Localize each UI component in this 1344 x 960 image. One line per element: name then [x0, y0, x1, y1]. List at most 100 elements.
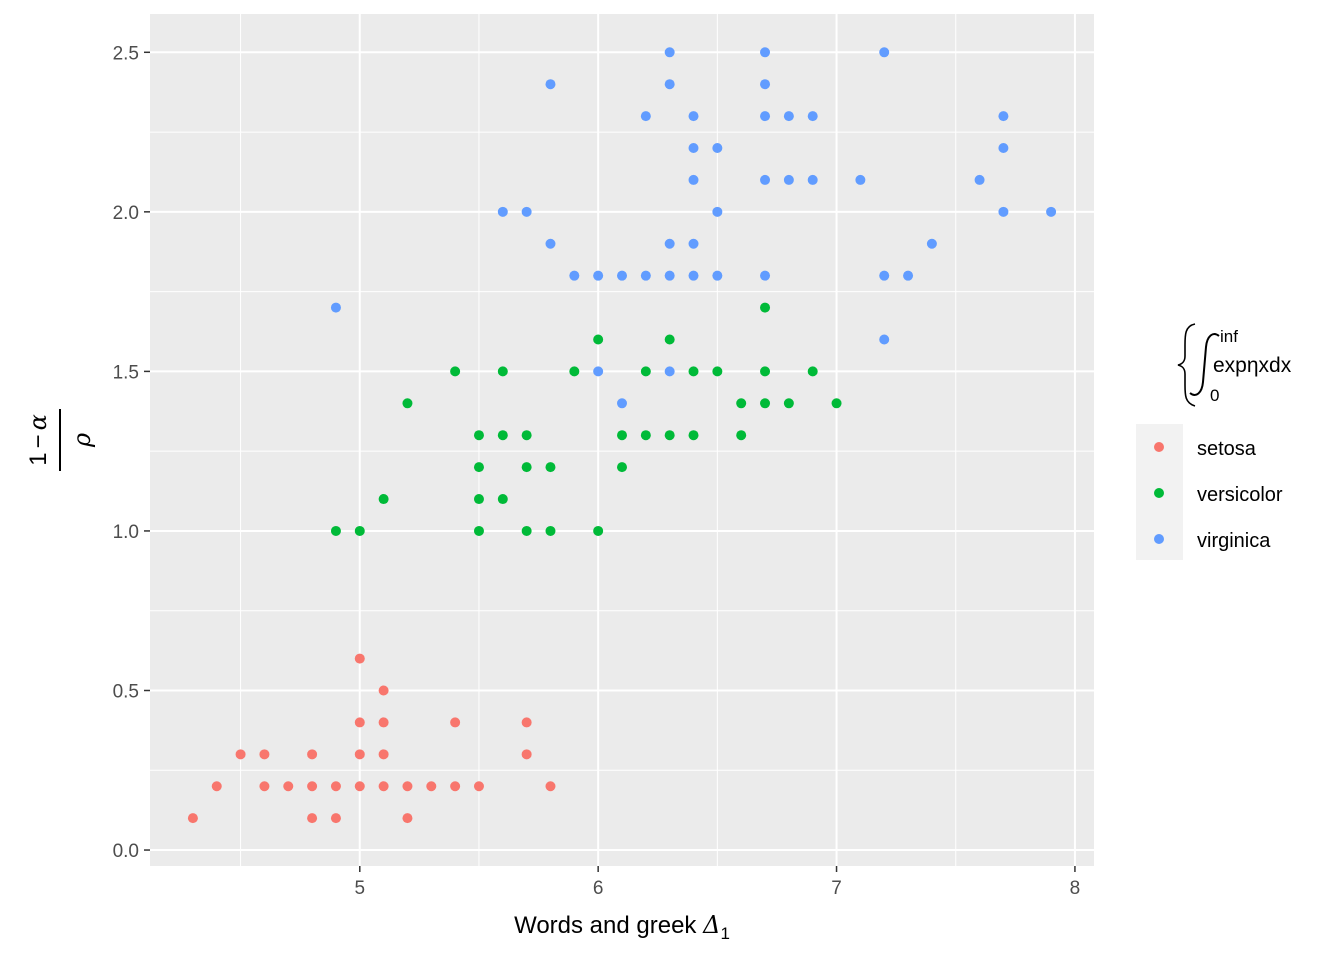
- data-point-virginica: [974, 174, 985, 185]
- data-point-virginica: [545, 238, 556, 249]
- y-axis-title: 1 − α ρ: [24, 409, 96, 471]
- data-point-setosa: [402, 813, 413, 824]
- data-point-virginica: [617, 398, 627, 409]
- legend-title-body: expηxdx: [1213, 354, 1292, 377]
- data-point-versicolor: [760, 366, 771, 377]
- data-point-versicolor: [593, 334, 604, 345]
- data-point-versicolor: [473, 525, 484, 536]
- data-point-setosa: [235, 749, 246, 760]
- data-point-setosa: [378, 781, 389, 792]
- data-point-virginica: [760, 270, 771, 281]
- y-tick-label: 2.0: [113, 203, 139, 224]
- data-point-setosa: [211, 781, 222, 792]
- data-point-setosa: [402, 781, 413, 792]
- data-point-versicolor: [473, 462, 484, 473]
- data-point-setosa: [426, 781, 437, 792]
- data-point-versicolor: [760, 398, 771, 409]
- data-point-virginica: [807, 174, 818, 185]
- data-point-setosa: [378, 749, 389, 760]
- data-point-versicolor: [450, 366, 461, 377]
- data-point-virginica: [617, 270, 627, 281]
- data-point-setosa: [283, 781, 294, 792]
- data-point-versicolor: [688, 430, 699, 441]
- data-point-virginica: [760, 174, 771, 185]
- data-point-virginica: [712, 270, 723, 281]
- x-tick-label: 7: [831, 878, 842, 899]
- data-point-versicolor: [593, 525, 604, 536]
- data-point-virginica: [807, 111, 818, 122]
- data-point-virginica: [664, 270, 675, 281]
- data-point-versicolor: [521, 430, 532, 441]
- data-point-versicolor: [688, 366, 699, 377]
- data-point-versicolor: [545, 462, 556, 473]
- data-point-versicolor: [378, 494, 389, 505]
- y-tick-label: 1.0: [113, 522, 139, 543]
- data-point-setosa: [307, 749, 318, 760]
- data-point-versicolor: [617, 430, 627, 441]
- legend-key-versicolor: [1154, 488, 1164, 498]
- y-axis-title-numerator: 1 − α: [24, 414, 52, 466]
- data-point-virginica: [783, 111, 794, 122]
- data-point-versicolor: [783, 398, 794, 409]
- data-point-virginica: [593, 270, 604, 281]
- data-point-versicolor: [473, 430, 484, 441]
- x-axis-title-symbol: Δ: [702, 911, 720, 939]
- y-tick-labels: 0.0 0.5 1.0 1.5 2.0 2.5: [113, 43, 139, 862]
- data-point-virginica: [879, 270, 890, 281]
- y-tick-label: 1.5: [113, 362, 139, 383]
- data-point-setosa: [187, 813, 198, 824]
- data-points: [187, 47, 1057, 824]
- data-point-setosa: [450, 781, 461, 792]
- data-point-versicolor: [497, 366, 508, 377]
- legend-title-lower-limit: 0: [1210, 386, 1219, 405]
- legend-title-upper-limit: inf: [1220, 327, 1238, 346]
- data-point-virginica: [640, 111, 651, 122]
- data-point-versicolor: [617, 462, 627, 473]
- data-point-setosa: [259, 781, 270, 792]
- data-point-virginica: [664, 79, 675, 90]
- legend-title-brace: [1177, 323, 1196, 407]
- data-point-setosa: [521, 717, 532, 728]
- data-point-virginica: [497, 206, 508, 217]
- data-point-versicolor: [712, 366, 723, 377]
- data-point-virginica: [593, 366, 604, 377]
- data-point-virginica: [545, 79, 556, 90]
- data-point-virginica: [998, 111, 1009, 122]
- data-point-virginica: [688, 111, 699, 122]
- data-point-versicolor: [354, 525, 365, 536]
- legend-title-body-text: exp: [1213, 354, 1247, 377]
- data-point-versicolor: [736, 398, 747, 409]
- data-point-versicolor: [545, 525, 556, 536]
- data-point-versicolor: [640, 366, 651, 377]
- data-point-setosa: [354, 749, 365, 760]
- legend-title: inf 0 expηxdx: [1177, 323, 1292, 407]
- data-point-virginica: [879, 47, 890, 58]
- y-tick-label: 2.5: [113, 43, 139, 64]
- data-point-virginica: [760, 47, 771, 58]
- data-point-virginica: [330, 302, 341, 313]
- y-axis-title-numerator-symbol: α: [24, 414, 52, 430]
- axis-ticks: [144, 51, 1076, 872]
- data-point-setosa: [354, 717, 365, 728]
- x-axis-title: Words and greek Δ1: [514, 911, 730, 943]
- x-tick-label: 8: [1070, 878, 1081, 899]
- data-point-versicolor: [497, 430, 508, 441]
- data-point-setosa: [450, 717, 461, 728]
- data-point-versicolor: [521, 525, 532, 536]
- legend-title-tail: xdx: [1259, 354, 1292, 377]
- data-point-setosa: [330, 781, 341, 792]
- legend-key-virginica: [1154, 534, 1164, 544]
- data-point-setosa: [473, 781, 484, 792]
- data-point-setosa: [521, 749, 532, 760]
- data-point-virginica: [712, 143, 723, 154]
- data-point-setosa: [378, 685, 389, 696]
- legend-key-setosa: [1154, 442, 1164, 452]
- data-point-virginica: [640, 270, 651, 281]
- data-point-versicolor: [664, 430, 675, 441]
- data-point-virginica: [688, 174, 699, 185]
- y-tick-label: 0.5: [113, 681, 139, 702]
- data-point-virginica: [664, 238, 675, 249]
- data-point-versicolor: [807, 366, 818, 377]
- data-point-virginica: [664, 366, 675, 377]
